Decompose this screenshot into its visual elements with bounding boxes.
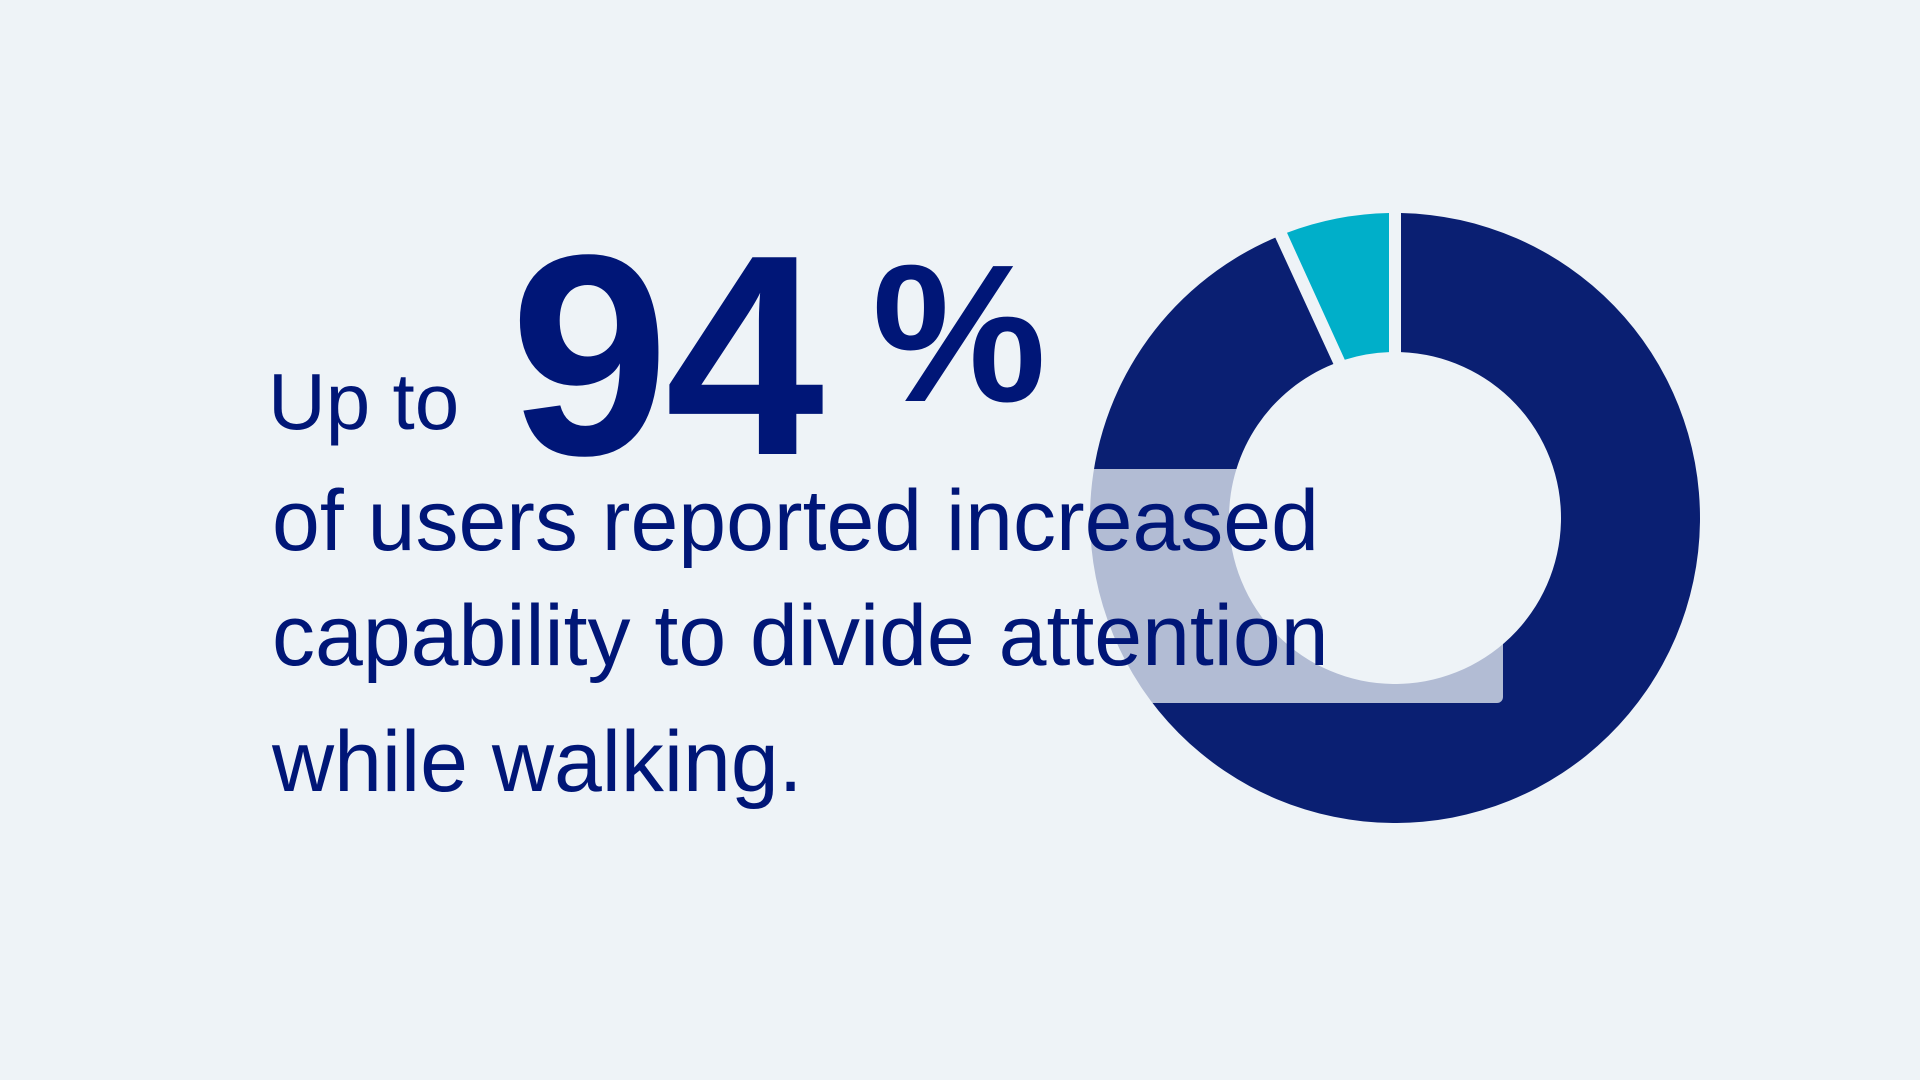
donut-segment-teal <box>1287 213 1389 360</box>
donut-segment-upper-left <box>1090 237 1334 518</box>
headline-percent-sign: % <box>872 224 1047 443</box>
body-line-1: of users reported increased <box>272 473 1319 569</box>
body-line-2: capability to divide attention <box>272 588 1329 684</box>
text-backdrop-overlay <box>1080 469 1503 703</box>
headline-prefix: Up to <box>268 357 460 446</box>
headline-number: 94 <box>510 195 824 515</box>
body-line-3: while walking. <box>272 714 803 810</box>
